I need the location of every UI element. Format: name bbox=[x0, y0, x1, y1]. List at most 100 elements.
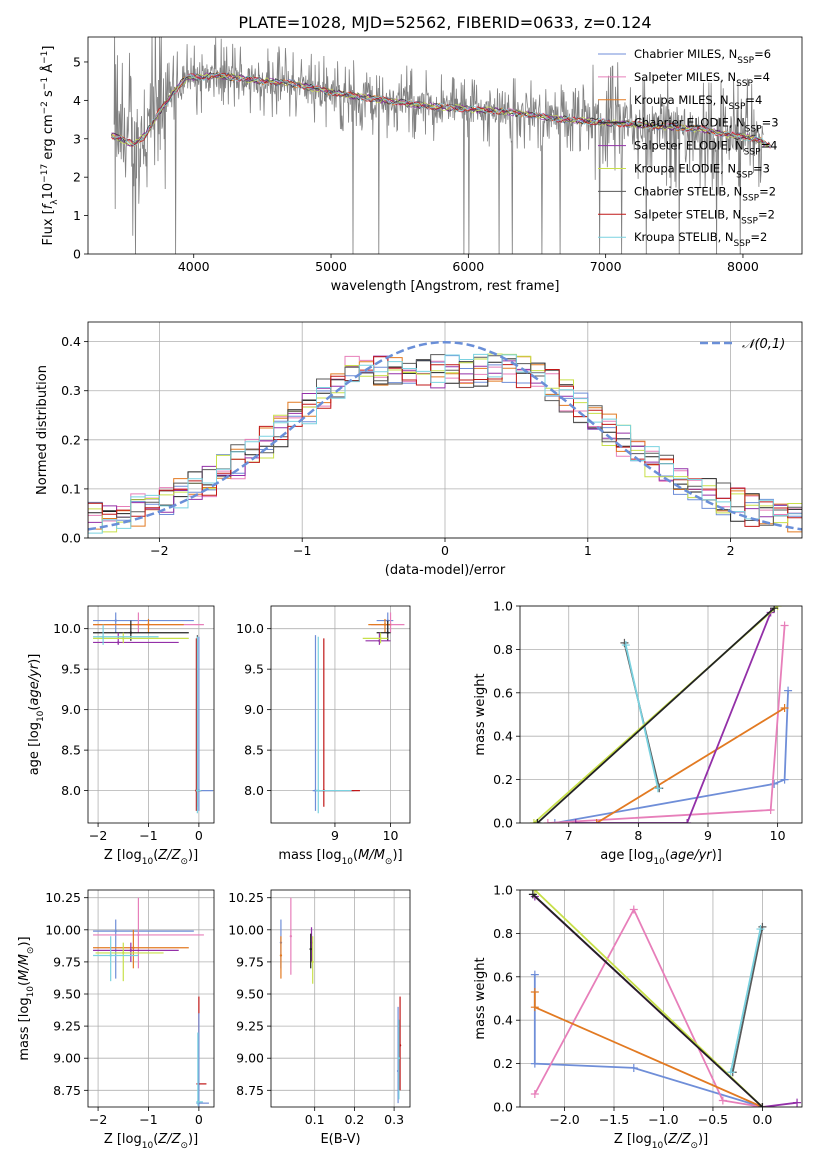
plot-area bbox=[93, 612, 213, 814]
y-axis-label: Normed distribution bbox=[35, 365, 50, 495]
data-point bbox=[279, 954, 283, 957]
tick-label-y: 0.2 bbox=[61, 432, 81, 447]
hist-step-8 bbox=[88, 353, 802, 538]
plot-area bbox=[529, 606, 793, 823]
tick-label-y: 0.4 bbox=[61, 334, 81, 349]
tick-label-x: 4000 bbox=[178, 259, 210, 274]
weight-line-2 bbox=[533, 992, 763, 1107]
tick-label-x: −1 bbox=[293, 543, 311, 558]
data-point bbox=[122, 951, 125, 955]
tick-label-x: 2 bbox=[727, 543, 735, 558]
weight-line-2 bbox=[596, 707, 786, 823]
x-axis-label: age [log10(age/yr)] bbox=[600, 848, 722, 867]
tick-label-x: 9 bbox=[704, 828, 712, 843]
tick-label-y: 10.0 bbox=[236, 621, 264, 636]
weight-marker bbox=[529, 819, 538, 823]
data-point bbox=[109, 954, 112, 957]
legend: Chabrier MILES, NSSP=6 Salpeter MILES, NS… bbox=[598, 47, 779, 249]
tick-label-x: −2 bbox=[89, 1112, 107, 1127]
axes-border bbox=[270, 605, 411, 824]
weight-line-0 bbox=[533, 974, 763, 1107]
y-axis-label: Flux [fλ10−17 erg cm−2 s−1 Å−1] bbox=[40, 46, 60, 246]
legend-label: Salpeter ELODIE, NSSP=4 bbox=[634, 139, 777, 158]
weight-marker bbox=[528, 890, 537, 899]
tick-label-y: 1.0 bbox=[493, 883, 513, 898]
data-point bbox=[101, 635, 105, 638]
tick-label-y: 9.75 bbox=[53, 954, 81, 969]
weight-marker bbox=[770, 606, 779, 613]
data-point bbox=[147, 623, 150, 626]
tick-label-y: 9.0 bbox=[61, 702, 81, 717]
weight-marker bbox=[766, 805, 775, 814]
weight-marker bbox=[530, 890, 539, 894]
legend-label: Salpeter MILES, NSSP=4 bbox=[634, 70, 770, 89]
tick-label-y: 9.25 bbox=[53, 1019, 81, 1034]
tick-label-y: 9.75 bbox=[236, 954, 264, 969]
tick-label-y: 8.0 bbox=[244, 783, 264, 798]
weight-line-4 bbox=[729, 928, 762, 1073]
tick-label-x: 6000 bbox=[452, 259, 484, 274]
plot-area bbox=[528, 890, 802, 1107]
x-axis-label: Z [log10(Z/Z⊙)] bbox=[614, 1132, 708, 1151]
axes-border bbox=[519, 889, 803, 1108]
axes-border bbox=[270, 889, 411, 1108]
tick-label-y: 0.4 bbox=[493, 1013, 513, 1028]
panel-mass-vs-EBV: 0.1 0.2 0.3 8.75 9.00 9.25 9.50 9.75 10.00 10.25 E… bbox=[228, 889, 411, 1147]
axes-frame: −2 −1 0 1 2 0.0 0.1 0.2 0.3 0.4 𝒩(0,1) (data-model)… bbox=[35, 321, 803, 578]
tick-label-y: 5 bbox=[73, 54, 81, 69]
tick-label-y: 9.25 bbox=[236, 1019, 264, 1034]
tick-label-y: 0.6 bbox=[493, 685, 513, 700]
tick-label-y: 10.00 bbox=[45, 922, 81, 937]
data-point bbox=[383, 623, 387, 626]
tick-label-x: 0 bbox=[195, 1112, 203, 1127]
tick-label-x: 0 bbox=[441, 543, 449, 558]
tick-label-x: 7 bbox=[565, 828, 573, 843]
legend-label: Salpeter STELIB, NSSP=2 bbox=[634, 207, 775, 226]
tick-label-y: 8.5 bbox=[244, 743, 264, 758]
tick-label-y: 9.50 bbox=[236, 987, 264, 1002]
tick-label-y: 8.75 bbox=[236, 1083, 264, 1098]
tick-label-y: 10.25 bbox=[228, 890, 264, 905]
weight-marker bbox=[758, 1103, 767, 1107]
tick-label-y: 0 bbox=[73, 247, 81, 262]
weight-marker bbox=[530, 970, 539, 979]
x-axis-label: E(B-V) bbox=[320, 1132, 360, 1147]
x-axis-label: (data-model)/error bbox=[385, 563, 506, 578]
legend-label: Chabrier ELODIE, NSSP=3 bbox=[634, 116, 779, 135]
weight-line-3 bbox=[731, 926, 764, 1073]
weight-marker bbox=[620, 638, 629, 647]
tick-label-x: −2.0 bbox=[549, 1112, 579, 1127]
grid bbox=[88, 890, 214, 1107]
tick-label-x: 0.2 bbox=[344, 1112, 364, 1127]
data-point bbox=[311, 960, 314, 964]
axes-border bbox=[519, 605, 803, 824]
tick-label-y: 2 bbox=[73, 170, 81, 185]
grid bbox=[271, 890, 410, 1107]
tick-label-y: 9.00 bbox=[53, 1051, 81, 1066]
weight-line-4 bbox=[624, 644, 659, 789]
tick-label-x: 9 bbox=[331, 828, 339, 843]
tick-label-y: 0.2 bbox=[493, 1056, 513, 1071]
tick-label-x: 1 bbox=[584, 543, 592, 558]
tick-label-y: 10.00 bbox=[228, 922, 264, 937]
plot-area bbox=[93, 897, 209, 1107]
weight-marker bbox=[543, 819, 552, 823]
axes-border bbox=[87, 889, 215, 1108]
tick-label-x: 8 bbox=[634, 828, 642, 843]
weight-marker bbox=[718, 1096, 727, 1105]
panel-age-vs-mass: 9 10 8.0 8.5 9.0 9.5 10.0 mass [log10(M/M⊙)] bbox=[236, 605, 411, 867]
panel-mass-weight-vs-Z: −2.0 −1.5 −1.0 −0.5 0.0 0.0 0.2 0.4 0.6 0.8 1.0 Z [… bbox=[473, 883, 803, 1151]
data-point bbox=[137, 933, 140, 937]
tick-label-y: 0.8 bbox=[493, 642, 513, 657]
tick-label-y: 9.5 bbox=[61, 662, 81, 677]
panel-age-vs-Z: −2 −1 0 8.0 8.5 9.0 9.5 10.0 Z [log10(Z/Z⊙)] age … bbox=[27, 605, 215, 867]
tick-label-y: 0.3 bbox=[61, 383, 81, 398]
weight-line-5 bbox=[575, 612, 772, 823]
weight-marker bbox=[780, 621, 789, 630]
tick-label-x: 0.1 bbox=[305, 1112, 325, 1127]
data-point bbox=[114, 619, 117, 622]
tick-label-x: −0.5 bbox=[698, 1112, 728, 1127]
tick-label-y: 10.25 bbox=[45, 890, 81, 905]
data-point bbox=[386, 631, 389, 634]
data-point bbox=[196, 789, 199, 792]
